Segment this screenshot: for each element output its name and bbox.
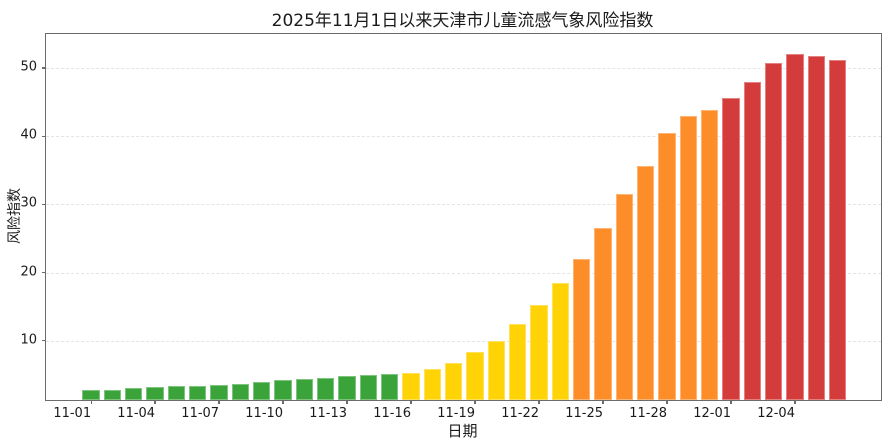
- bar-12-02: [743, 81, 762, 400]
- bar-11-19: [466, 351, 484, 400]
- x-tick-label: 11-22: [501, 406, 540, 421]
- y-tick: [42, 203, 46, 205]
- bar-11-09: [253, 382, 271, 400]
- gridline: [46, 204, 881, 206]
- bar-12-01: [722, 98, 740, 400]
- bar-11-12: [317, 377, 335, 400]
- y-tick-label: 50: [20, 59, 37, 75]
- bar-12-06: [828, 59, 847, 400]
- x-tick-label: 11-16: [373, 406, 412, 421]
- bar-11-21: [509, 323, 527, 400]
- x-tick: [410, 400, 412, 404]
- x-tick-label: 11-04: [117, 406, 156, 421]
- y-tick: [42, 135, 46, 137]
- bar-11-20: [487, 341, 506, 400]
- y-tick-label: 20: [20, 264, 37, 280]
- bar-11-02: [103, 389, 122, 400]
- bar-11-30: [700, 110, 719, 400]
- x-tick-label: 11-01: [53, 406, 92, 421]
- bar-12-04: [786, 54, 804, 400]
- x-tick: [794, 400, 796, 404]
- bar-11-23: [551, 283, 570, 400]
- x-tick-label: 11-07: [181, 406, 220, 421]
- bar-11-25: [594, 227, 612, 400]
- x-tick: [282, 400, 284, 404]
- x-tick-label: 11-28: [629, 406, 667, 421]
- plot-area: [42, 33, 882, 404]
- bar-11-06: [189, 386, 207, 400]
- x-tick: [154, 400, 156, 404]
- bar-11-05: [167, 386, 186, 400]
- gridline: [46, 68, 881, 70]
- x-tick-label: 11-25: [565, 406, 604, 421]
- y-tick: [42, 340, 46, 342]
- bar-11-07: [210, 385, 228, 400]
- bar-11-18: [445, 362, 463, 400]
- bar-12-05: [807, 55, 825, 400]
- bar-11-13: [338, 376, 356, 400]
- y-tick-label: 40: [20, 127, 37, 143]
- x-tick: [538, 400, 540, 404]
- bar-11-22: [530, 305, 548, 400]
- bar-11-11: [295, 378, 314, 400]
- bar-11-15: [381, 374, 399, 400]
- y-tick-label: 10: [20, 332, 37, 348]
- bar-11-03: [125, 388, 143, 400]
- y-tick: [42, 67, 46, 69]
- x-tick: [218, 400, 220, 404]
- x-axis-label: 日期: [447, 422, 478, 440]
- y-tick-label: 30: [20, 195, 37, 211]
- bar-11-28: [658, 132, 676, 400]
- bar-11-27: [636, 165, 655, 400]
- bar-12-03: [764, 63, 783, 400]
- x-tick-label: 11-13: [309, 406, 348, 421]
- bar-11-14: [359, 374, 378, 400]
- bar-11-26: [615, 193, 634, 400]
- chart-title: 2025年11月1日以来天津市儿童流感气象风险指数: [271, 11, 654, 31]
- gridline: [46, 340, 881, 342]
- x-tick: [90, 400, 92, 404]
- bar-11-24: [572, 258, 591, 400]
- bar-11-17: [423, 368, 442, 400]
- gridline: [46, 136, 881, 138]
- x-tick: [666, 400, 668, 404]
- bar-11-29: [679, 115, 698, 400]
- bar-11-08: [231, 384, 250, 400]
- y-tick: [42, 271, 46, 274]
- x-tick-label: 12-01: [693, 406, 731, 421]
- gridline: [46, 272, 881, 274]
- x-tick-label: 11-19: [437, 406, 476, 421]
- bar-11-16: [402, 372, 420, 400]
- x-tick: [730, 400, 732, 404]
- bar-11-04: [146, 387, 164, 400]
- x-tick: [474, 400, 476, 404]
- x-tick: [602, 400, 604, 404]
- bar-11-10: [274, 380, 292, 400]
- x-tick-label: 11-10: [245, 406, 284, 421]
- x-tick-label: 12-04: [757, 406, 795, 421]
- x-tick: [346, 400, 348, 404]
- bar-11-01: [82, 389, 100, 400]
